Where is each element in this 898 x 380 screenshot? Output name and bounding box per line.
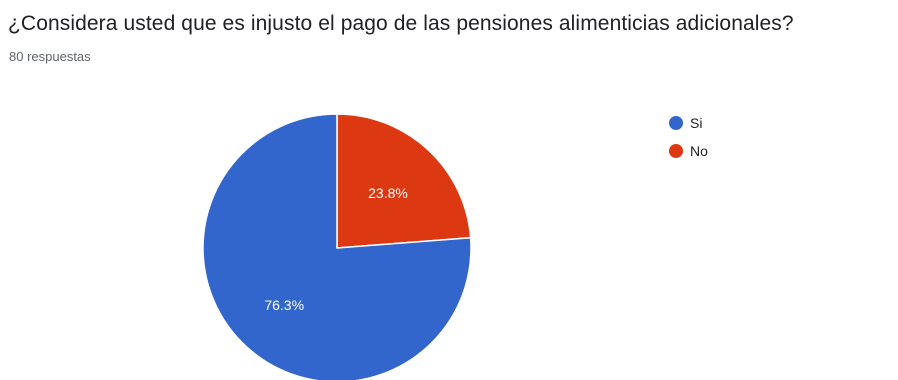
question-title: ¿Considera usted que es injusto el pago … xyxy=(8,12,794,35)
pie-slices xyxy=(202,113,472,380)
pie-slice-label-si: 76.3% xyxy=(264,297,304,313)
legend-marker-si xyxy=(669,116,683,130)
pie-slice-no xyxy=(336,113,472,249)
legend-label-no: No xyxy=(690,143,708,159)
legend-label-si: Si xyxy=(690,115,702,131)
pie-slice-labels: 23.8% 76.3% xyxy=(264,185,407,313)
response-count: 80 respuestas xyxy=(9,49,91,64)
pie-slice-label-no: 23.8% xyxy=(368,185,408,201)
legend-marker-no xyxy=(669,144,683,158)
chart-legend: Si No xyxy=(669,115,708,159)
pie-slice-si xyxy=(202,113,472,380)
